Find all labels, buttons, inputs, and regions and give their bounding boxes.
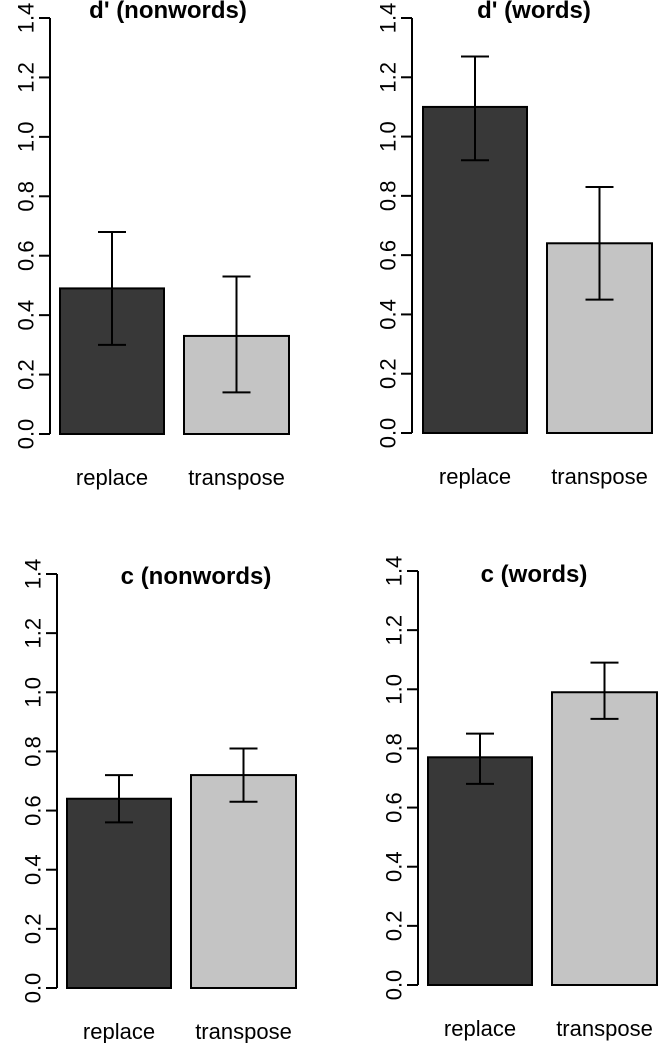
y-tick-label: 1.4: [14, 3, 39, 34]
bar-replace: [66, 797, 172, 989]
y-tick-label: 0.4: [14, 300, 39, 331]
y-tick-label: 1.0: [21, 677, 46, 708]
y-tick-label: 1.4: [382, 556, 407, 587]
y-tick-label: 1.2: [14, 62, 39, 93]
category-label-transpose: transpose: [556, 1016, 653, 1041]
y-tick-label: 0.8: [14, 181, 39, 212]
category-label-transpose: transpose: [188, 465, 285, 490]
y-tick-label: 0.0: [14, 419, 39, 450]
y-tick-label: 0.6: [382, 792, 407, 823]
chart-panel-2: 0.0 0.2 0.4 0.6 0.8 1.0 1.2 1.4 replace transpose…: [376, 0, 653, 489]
y-tick-label: 0.2: [382, 911, 407, 942]
chart-title: c (nonwords): [121, 563, 272, 590]
category-label-replace: replace: [76, 465, 148, 490]
y-tick-label: 0.8: [376, 181, 401, 212]
y-tick-label: 0.6: [14, 240, 39, 271]
bar-transpose: [190, 774, 297, 989]
chart-panel-3: 0.0 0.2 0.4 0.6 0.8 1.0 1.2 1.4 replace transpose…: [21, 559, 297, 1043]
category-label-replace: replace: [439, 464, 511, 489]
y-tick-label: 1.4: [21, 559, 46, 590]
y-tick-label: 1.2: [376, 62, 401, 93]
y-tick-label: 0.2: [21, 914, 46, 945]
y-tick-label: 1.0: [382, 674, 407, 705]
chart-title: d' (nonwords): [89, 0, 247, 24]
y-tick-label: 0.8: [382, 733, 407, 764]
chart-title: c (words): [481, 561, 588, 588]
chart-panel-4: 0.0 0.2 0.4 0.6 0.8 1.0 1.2 1.4 replace transpose…: [382, 556, 658, 1041]
y-tick-label: 0.4: [21, 854, 46, 885]
category-label-transpose: transpose: [551, 464, 648, 489]
y-tick-label: 0.2: [14, 359, 39, 390]
y-tick-label: 1.0: [14, 122, 39, 153]
y-tick-label: 0.0: [382, 970, 407, 1001]
y-tick-label: 0.4: [376, 299, 401, 330]
y-tick-label: 0.2: [376, 358, 401, 389]
y-tick-label: 0.6: [21, 795, 46, 826]
category-label-transpose: transpose: [195, 1019, 292, 1043]
bar-transpose: [551, 691, 658, 986]
y-tick-label: 0.0: [21, 973, 46, 1004]
y-tick-label: 0.0: [376, 418, 401, 449]
category-label-replace: replace: [83, 1019, 155, 1043]
bar-replace: [427, 756, 533, 986]
y-tick-label: 0.6: [376, 240, 401, 271]
chart-panel-1: 0.0 0.2 0.4 0.6 0.8 1.0 1.2 1.4 replace transpose…: [14, 0, 290, 490]
y-tick-label: 0.8: [21, 736, 46, 767]
chart-title: d' (words): [477, 0, 591, 24]
y-tick-label: 1.2: [21, 618, 46, 649]
y-tick-label: 1.0: [376, 121, 401, 152]
y-tick-label: 0.4: [382, 851, 407, 882]
category-label-replace: replace: [444, 1016, 516, 1041]
y-tick-label: 1.4: [376, 3, 401, 34]
y-tick-label: 1.2: [382, 615, 407, 646]
